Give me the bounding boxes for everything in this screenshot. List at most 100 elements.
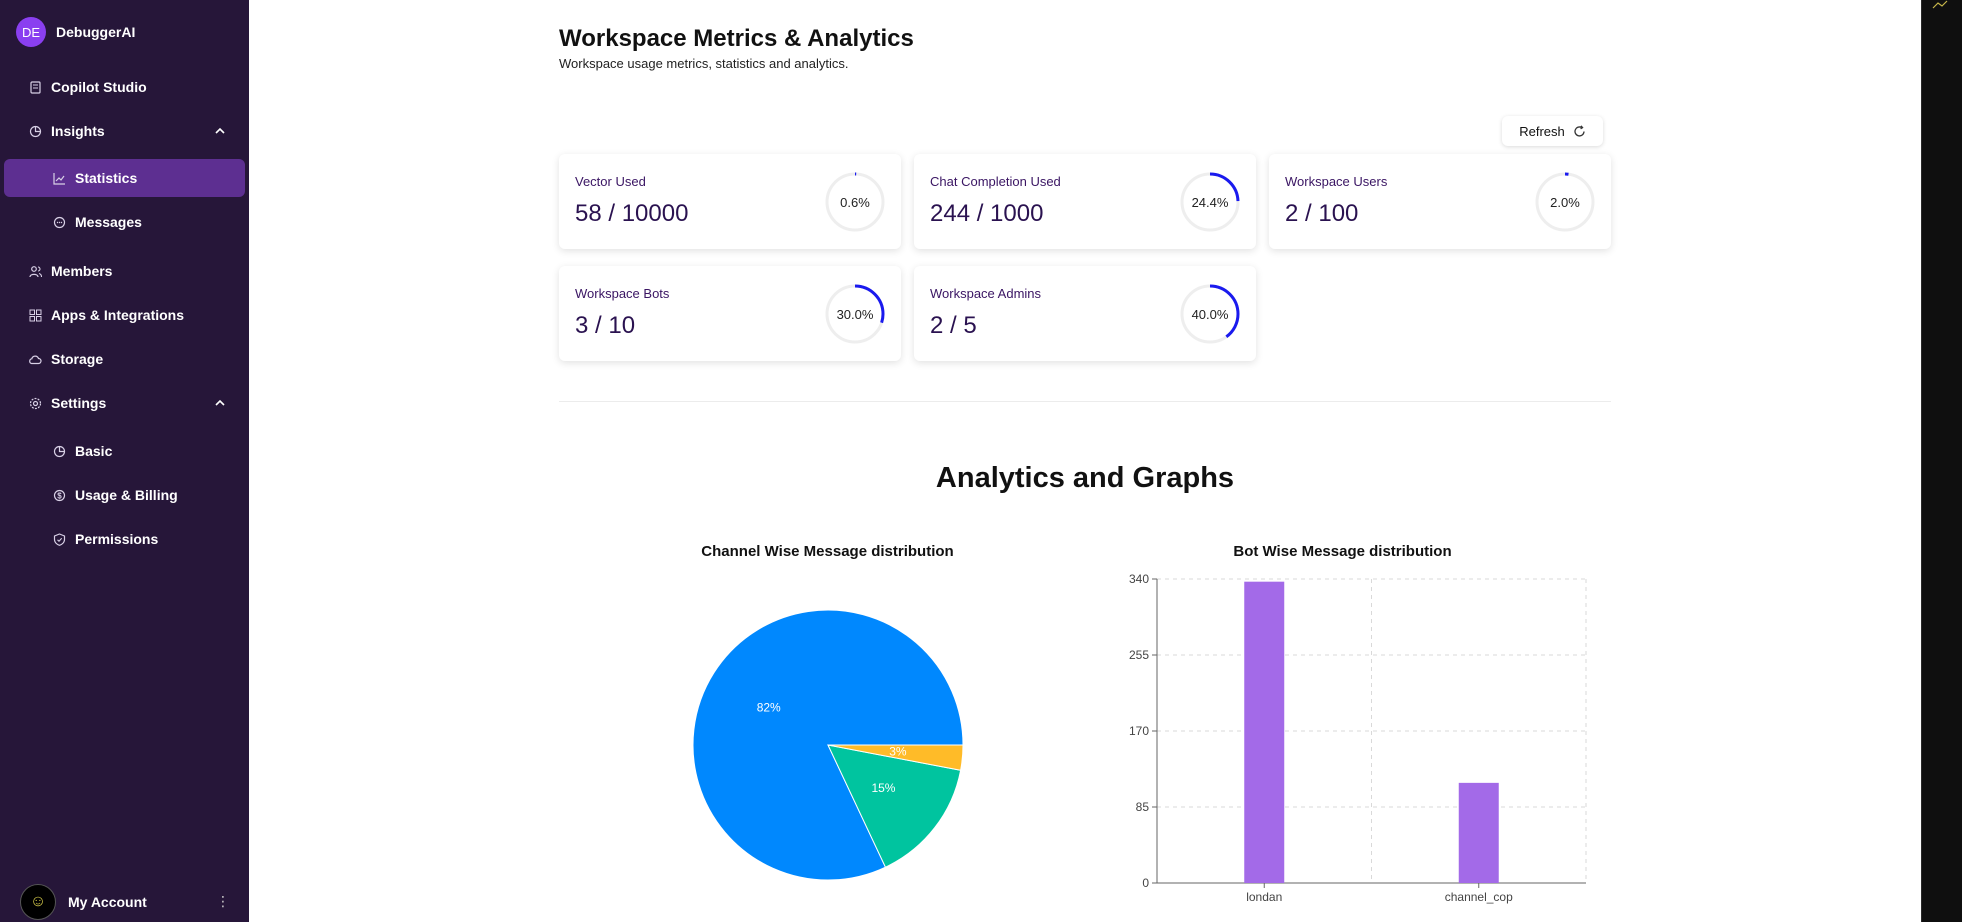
line-chart-icon: [52, 171, 66, 185]
sidebar-item-messages[interactable]: Messages: [4, 203, 245, 241]
bar[interactable]: [1244, 581, 1285, 883]
metric-value: 3 / 10: [575, 312, 636, 339]
sidebar-item-label: Statistics: [75, 170, 138, 186]
progress-ring: [1535, 172, 1595, 232]
x-tick-label: londan: [1246, 890, 1282, 904]
sidebar-item-statistics[interactable]: Statistics: [4, 159, 245, 197]
sidebar-item-storage[interactable]: Storage: [4, 340, 245, 378]
sidebar-item-usage-billing[interactable]: $ Usage & Billing: [4, 476, 245, 514]
sidebar-item-copilot-studio[interactable]: Copilot Studio: [4, 68, 245, 106]
sidebar-item-label: Apps & Integrations: [51, 307, 185, 323]
sidebar-item-label: Messages: [75, 214, 142, 230]
sidebar: DE DebuggerAI Copilot Studio Insights St…: [0, 0, 249, 922]
pie-slice[interactable]: [827, 744, 964, 771]
y-tick-label: 85: [1136, 800, 1150, 814]
pie-slice[interactable]: [827, 744, 962, 868]
page-subtitle: Workspace usage metrics, statistics and …: [559, 56, 849, 71]
metric-card-chat-completion: Chat Completion Used 244 / 1000 24.4%: [914, 154, 1256, 249]
progress-ring: [825, 284, 885, 344]
progress-ring-fill: [1180, 172, 1240, 232]
sidebar-item-label: Storage: [51, 351, 104, 367]
progress-ring: [1180, 172, 1240, 232]
metric-label: Workspace Users: [1285, 174, 1388, 189]
metric-value: 2 / 100: [1285, 200, 1359, 227]
sidebar-item-label: Basic: [75, 443, 113, 459]
sidebar-item-label: Copilot Studio: [51, 79, 147, 95]
progress-ring: [1180, 284, 1240, 344]
page-title: Workspace Metrics & Analytics: [559, 25, 914, 52]
sidebar-item-label: Members: [51, 263, 113, 279]
chat-bubble-icon: [52, 215, 66, 229]
progress-ring-fill: [825, 172, 885, 232]
shield-icon: [52, 532, 66, 546]
metric-percent: 30.0%: [836, 306, 874, 322]
refresh-label: Refresh: [1519, 123, 1565, 139]
metric-percent: 24.4%: [1191, 194, 1229, 210]
metric-card-workspace-admins: Workspace Admins 2 / 5 40.0%: [914, 266, 1256, 361]
sidebar-item-label: Usage & Billing: [75, 487, 178, 503]
svg-text:$: $: [57, 491, 62, 500]
metric-label: Workspace Bots: [575, 286, 670, 301]
pie-chart-icon: [52, 444, 66, 458]
pie-slice-label: 15%: [871, 781, 895, 795]
workspace-name: DebuggerAI: [56, 24, 136, 40]
chevron-up-icon[interactable]: [213, 124, 227, 138]
users-icon: [28, 264, 42, 278]
metric-percent: 0.6%: [840, 194, 870, 210]
document-icon: [28, 80, 42, 94]
toggle-icon[interactable]: [1930, 0, 1950, 10]
sidebar-item-label: Insights: [51, 123, 105, 139]
dollar-circle-icon: $: [52, 488, 66, 502]
x-tick-label: channel_cop: [1445, 890, 1513, 904]
workspace-switcher[interactable]: DE DebuggerAI: [16, 17, 135, 47]
sidebar-item-apps-integrations[interactable]: Apps & Integrations: [4, 296, 245, 334]
more-options-icon[interactable]: ⋮: [216, 893, 230, 909]
analytics-title: Analytics and Graphs: [935, 462, 1235, 494]
workspace-avatar: DE: [16, 17, 46, 47]
side-panel-strip: [1921, 0, 1962, 922]
sidebar-item-settings[interactable]: Settings: [4, 384, 245, 422]
metric-label: Vector Used: [575, 174, 646, 189]
refresh-button[interactable]: Refresh: [1502, 116, 1603, 146]
y-tick-label: 0: [1142, 876, 1149, 890]
metric-label: Chat Completion Used: [930, 174, 1061, 189]
grid-icon: [28, 308, 42, 322]
pie-chart: 82% 15% 3%: [692, 609, 964, 881]
pie-slice-label: 82%: [757, 700, 781, 714]
avatar: ☺: [20, 884, 56, 920]
progress-ring: [825, 172, 885, 232]
metric-value: 244 / 1000: [930, 200, 1044, 227]
metric-label: Workspace Admins: [930, 286, 1042, 301]
cloud-icon: [28, 352, 42, 366]
pie-slice-label: 3%: [889, 745, 907, 759]
pie-chart-icon: [28, 124, 42, 138]
account-menu[interactable]: ☺ My Account: [20, 884, 147, 920]
sidebar-item-members[interactable]: Members: [4, 252, 245, 290]
bar[interactable]: [1458, 782, 1499, 883]
bar-chart: 0 85 170 255 340 londan channel_cop: [1129, 572, 1587, 904]
progress-ring-fill: [1180, 284, 1240, 344]
sidebar-item-label: Settings: [51, 395, 107, 411]
chevron-up-icon[interactable]: [213, 396, 227, 410]
metric-card-workspace-bots: Workspace Bots 3 / 10 30.0%: [559, 266, 901, 361]
y-tick-label: 255: [1129, 648, 1149, 662]
metric-card-vector-used: Vector Used 58 / 10000 0.6%: [559, 154, 901, 249]
y-tick-label: 170: [1129, 724, 1149, 738]
y-tick-label: 340: [1129, 572, 1149, 586]
sidebar-item-permissions[interactable]: Permissions: [4, 520, 245, 558]
metric-value: 2 / 5: [930, 312, 977, 339]
sidebar-item-insights[interactable]: Insights: [4, 112, 245, 150]
metric-percent: 40.0%: [1191, 306, 1229, 322]
section-divider: [559, 401, 1611, 402]
pie-chart-title: Channel Wise Message distribution: [701, 543, 954, 560]
metric-percent: 2.0%: [1550, 194, 1580, 210]
progress-ring-fill: [1535, 172, 1595, 232]
sidebar-item-label: Permissions: [75, 531, 159, 547]
account-label: My Account: [68, 894, 147, 910]
gear-icon: [28, 396, 42, 410]
bar-chart-title: Bot Wise Message distribution: [1233, 543, 1452, 560]
sidebar-item-basic[interactable]: Basic: [4, 432, 245, 470]
metric-value: 58 / 10000: [575, 200, 689, 227]
metric-card-workspace-users: Workspace Users 2 / 100 2.0%: [1269, 154, 1611, 249]
